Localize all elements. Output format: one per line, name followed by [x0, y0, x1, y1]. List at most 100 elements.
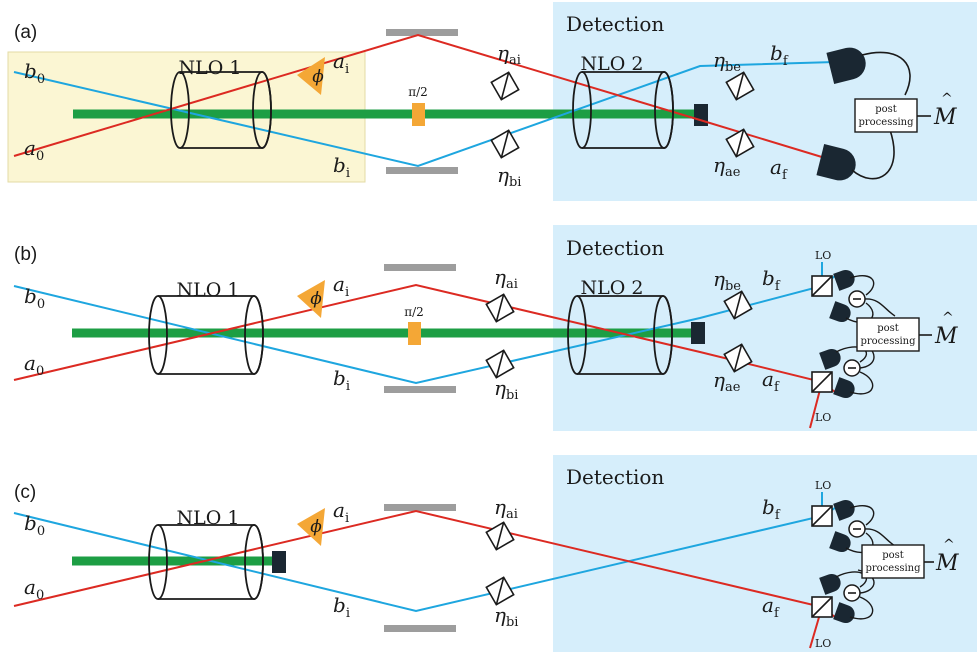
panel-tag: (a) [14, 22, 37, 43]
nlo1-crystal [170, 71, 272, 149]
output-hat: ^ [941, 91, 953, 107]
bi-label: bi [333, 593, 350, 621]
eta-bi-label: ηbi [494, 376, 518, 403]
output-label: M [935, 551, 959, 576]
loss-bs-ai [485, 521, 515, 551]
eta-be-label: ηbe [713, 48, 741, 75]
mirror-top [384, 264, 456, 271]
post-processing-line1: post [882, 550, 904, 561]
lo-bottom-label: LO [815, 411, 831, 424]
wave-plate-label: π/2 [408, 85, 428, 99]
mirror-top [384, 504, 456, 511]
homodyne-bs-top [811, 275, 833, 297]
eta-ai-label: ηai [497, 41, 521, 68]
a0-label: a0 [24, 575, 44, 603]
phase-shifter-icon [297, 57, 325, 95]
post-processing-line2: processing [865, 563, 921, 574]
post-processing-line2: processing [860, 336, 916, 347]
eta-ae-label: ηae [713, 368, 741, 395]
bf-label: bf [770, 41, 789, 69]
panel-tag: (c) [14, 482, 36, 503]
homodyne-bs-bottom [811, 371, 833, 393]
bf-label: bf [762, 266, 781, 294]
b0-label: b0 [24, 284, 45, 312]
photodiode-icon [829, 301, 851, 323]
photodiode-icon [819, 573, 841, 595]
a0-label: a0 [24, 136, 44, 164]
output-label: M [934, 324, 958, 349]
loss-bs-bi [485, 349, 515, 379]
photodiode-icon [833, 499, 855, 521]
detection-title: Detection [566, 465, 664, 489]
wave-plate [408, 322, 421, 345]
bi-label: bi [333, 153, 350, 181]
a0-label: a0 [24, 351, 44, 379]
nlo2-crystal [567, 295, 673, 375]
beam-dump [691, 322, 705, 344]
panel-b: (b) Detection π/2 NLO 1 NLO 2 ϕ [13, 225, 977, 431]
b-beam-path [13, 61, 836, 168]
post-processing-line1: post [875, 104, 897, 115]
ai-label: ai [333, 49, 349, 77]
mirror-top [386, 29, 458, 36]
mirror-bottom [386, 167, 458, 174]
detector-b-icon [826, 47, 866, 84]
panel-c: (c) Detection NLO 1 ϕ [13, 455, 977, 652]
eta-bi-label: ηbi [497, 163, 521, 190]
eta-ai-label: ηai [494, 495, 518, 522]
mirror-bottom [384, 386, 456, 393]
phase-label: ϕ [312, 67, 324, 87]
wave-plate [412, 103, 425, 126]
wire [849, 371, 874, 395]
lo-top-label: LO [815, 479, 831, 492]
loss-bs-bi [490, 129, 520, 159]
post-processing-box [856, 317, 920, 352]
post-processing-box [854, 98, 918, 133]
output-hat: ^ [943, 537, 955, 553]
detection-title: Detection [566, 236, 664, 260]
af-label: af [770, 155, 788, 183]
phase-label: ϕ [310, 289, 322, 309]
b0-label: b0 [24, 511, 45, 539]
wire [849, 505, 875, 526]
homodyne-bs-bottom [811, 596, 833, 618]
lo-bottom-label: LO [815, 637, 831, 650]
homodyne-bs-top [811, 505, 833, 527]
af-label: af [762, 367, 780, 395]
photodiode-icon [833, 377, 855, 399]
photodiode-icon [819, 348, 841, 370]
wave-plate-label: π/2 [404, 305, 424, 319]
loss-bs-ai [490, 71, 520, 101]
bi-label: bi [333, 366, 350, 394]
nlo2-label: NLO 2 [581, 53, 644, 75]
loss-bs-ai [485, 293, 515, 323]
af-label: af [762, 593, 780, 621]
photodiode-icon [833, 602, 855, 624]
nlo1-label: NLO 1 [177, 507, 240, 529]
a-beam-path [13, 33, 836, 162]
mirror-bottom [384, 625, 456, 632]
wire-top [861, 51, 911, 96]
eta-ai-label: ηai [494, 265, 518, 292]
bf-label: bf [762, 495, 781, 523]
beam-dump [272, 551, 286, 573]
nlo2-label: NLO 2 [581, 277, 644, 299]
eta-bi-label: ηbi [494, 603, 518, 630]
ai-label: ai [333, 498, 349, 526]
nlo2-crystal [572, 71, 674, 149]
output-hat: ^ [942, 310, 954, 326]
detection-title: Detection [566, 12, 664, 36]
wire [849, 596, 874, 620]
phase-shifter-icon [297, 280, 325, 318]
wire [864, 298, 896, 317]
photodiode-icon [833, 269, 855, 291]
output-label: M [933, 105, 957, 130]
lo-top-label: LO [815, 249, 831, 262]
b0-label: b0 [24, 59, 45, 87]
post-processing-line2: processing [858, 117, 914, 128]
wire [849, 275, 875, 296]
nlo1-label: NLO 1 [179, 57, 242, 79]
panel-a: (a) Detection π/2 NLO 1 NLO 2 ϕ [7, 2, 977, 201]
panel-tag: (b) [14, 244, 37, 265]
